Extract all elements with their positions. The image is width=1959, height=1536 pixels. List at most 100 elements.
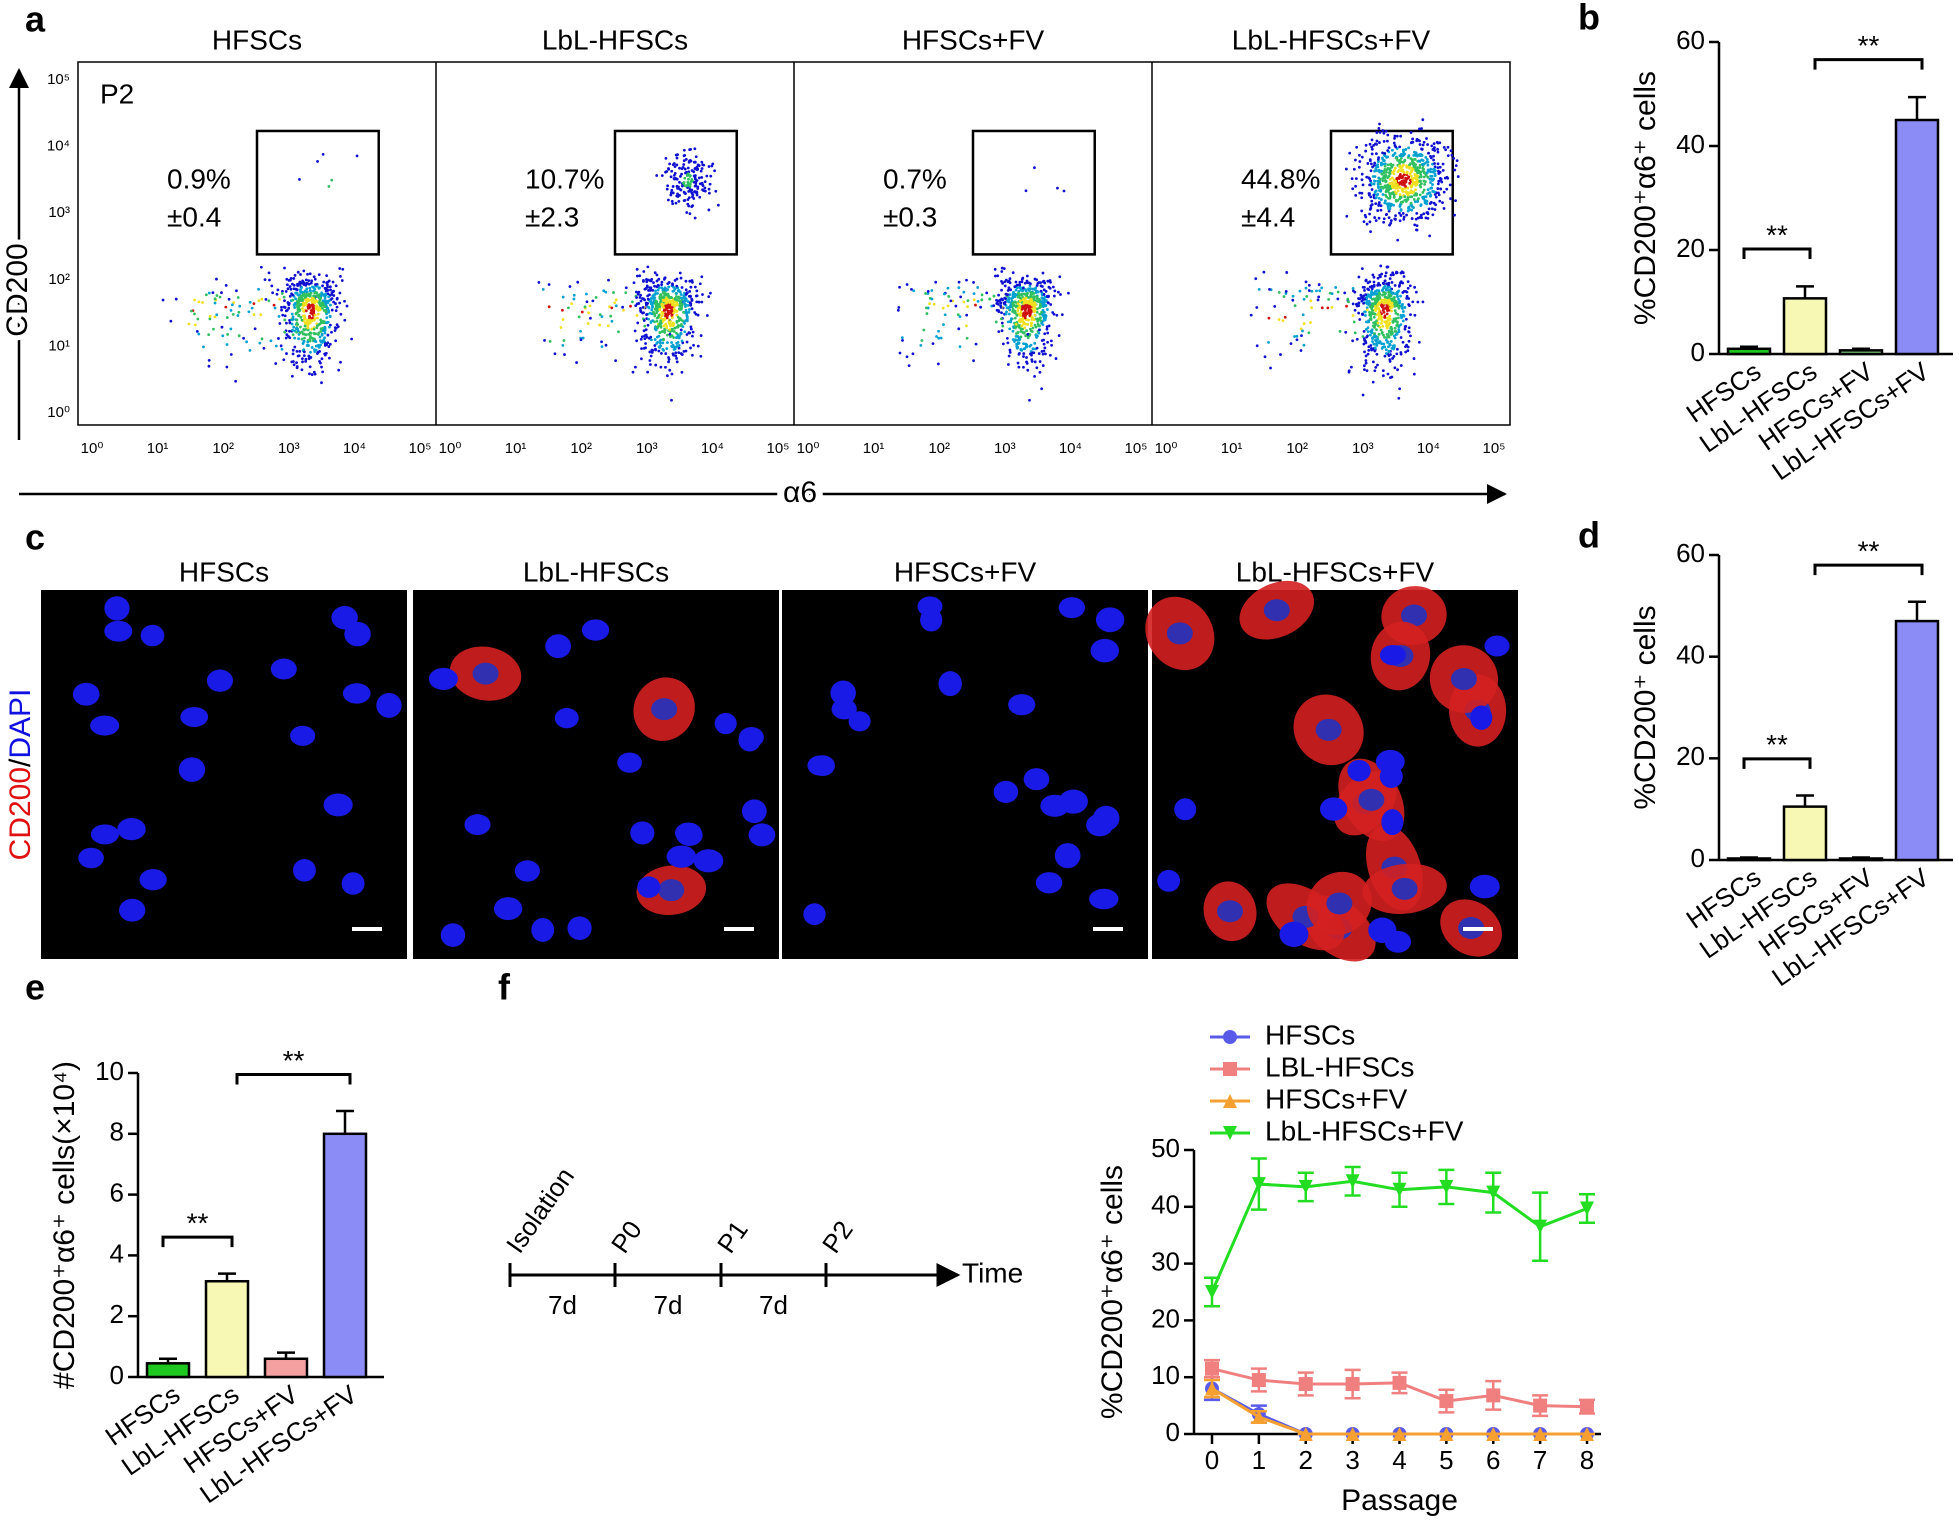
nucleus <box>1470 705 1493 730</box>
event-dot <box>1354 302 1358 306</box>
event-dot <box>682 181 685 185</box>
event-dot <box>1029 321 1033 325</box>
time-end: Time <box>962 1257 1023 1288</box>
event-dot <box>1392 354 1396 358</box>
event-dot <box>303 324 307 328</box>
event-dot <box>1418 163 1422 167</box>
event-dot <box>1377 317 1380 321</box>
event-dot <box>946 286 950 290</box>
event-dot <box>288 294 292 298</box>
event-dot <box>1436 187 1440 190</box>
event-dot <box>283 299 286 303</box>
event-dot <box>635 296 638 299</box>
event-dot <box>1449 149 1453 153</box>
event-dot <box>1042 349 1046 353</box>
event-dot <box>245 340 248 344</box>
event-dot <box>318 350 322 353</box>
event-dot <box>644 333 648 337</box>
event-dot <box>687 294 691 298</box>
event-dot <box>316 160 319 163</box>
event-dot <box>1016 309 1020 313</box>
event-dot <box>314 307 318 311</box>
event-dot <box>646 305 650 309</box>
event-dot <box>1362 364 1366 368</box>
marker <box>1533 1219 1548 1234</box>
event-dot <box>1426 143 1429 146</box>
event-dot <box>707 187 711 191</box>
event-dot <box>665 187 669 191</box>
event-dot <box>284 336 288 340</box>
event-dot <box>700 300 704 304</box>
event-dot <box>303 336 306 340</box>
plot-title: LbL-HFSCs+FV <box>1232 24 1431 55</box>
event-dot <box>221 334 225 338</box>
event-dot <box>1389 326 1393 330</box>
event-dot <box>1370 203 1374 206</box>
event-dot <box>1049 303 1053 306</box>
bar <box>145 1362 191 1379</box>
event-dot <box>1022 301 1026 305</box>
event-dot <box>585 300 589 304</box>
event-dot <box>581 336 585 340</box>
event-dot <box>681 184 684 188</box>
event-dot <box>664 312 667 316</box>
event-dot <box>204 293 208 297</box>
event-dot <box>1421 191 1425 194</box>
time-point: P0 <box>605 1215 648 1258</box>
event-dot <box>273 306 277 310</box>
event-dot <box>1393 295 1396 299</box>
y-tick-label: 30 <box>1151 1246 1180 1276</box>
event-dot <box>1024 314 1027 317</box>
event-dot <box>1364 293 1368 297</box>
event-dot <box>302 332 305 336</box>
nucleus <box>630 821 655 845</box>
event-dot <box>1353 331 1357 335</box>
event-dot <box>1021 276 1025 280</box>
event-dot <box>1062 189 1066 193</box>
event-dot <box>296 284 300 288</box>
event-dot <box>900 336 904 340</box>
event-dot <box>1395 293 1399 296</box>
event-dot <box>1020 324 1024 328</box>
event-dot <box>1432 142 1436 146</box>
event-dot <box>1375 142 1378 146</box>
event-dot <box>1028 305 1032 309</box>
event-dot <box>951 299 955 303</box>
event-dot <box>570 302 573 306</box>
event-dot <box>1038 306 1042 310</box>
event-dot <box>1419 204 1423 208</box>
event-dot <box>1376 363 1379 367</box>
event-dot <box>700 160 704 164</box>
event-dot <box>1383 164 1387 168</box>
event-dot <box>1369 206 1373 210</box>
x-axis-title: α6 <box>783 476 817 509</box>
event-dot <box>1389 340 1393 343</box>
event-dot <box>1351 302 1355 306</box>
event-dot <box>1397 305 1401 308</box>
event-dot <box>683 322 686 325</box>
event-dot <box>329 288 332 292</box>
event-dot <box>1033 374 1036 378</box>
event-dot <box>307 332 311 336</box>
event-dot <box>193 312 196 316</box>
event-dot <box>1373 169 1377 173</box>
event-dot <box>1387 301 1391 305</box>
event-dot <box>307 298 310 302</box>
event-dot <box>947 295 951 298</box>
event-dot <box>1383 316 1387 319</box>
event-dot <box>1360 209 1364 213</box>
event-dot <box>567 306 570 310</box>
event-dot <box>661 287 665 291</box>
bar <box>1726 857 1772 862</box>
event-dot <box>338 267 342 270</box>
event-dot <box>1367 320 1371 324</box>
event-dot <box>1025 301 1028 305</box>
event-dot <box>340 279 344 282</box>
event-dot <box>1032 292 1036 295</box>
event-dot <box>1396 238 1400 242</box>
event-dot <box>292 363 296 367</box>
event-dot <box>308 272 312 276</box>
event-dot <box>311 316 314 320</box>
nucleus <box>1279 921 1309 947</box>
event-dot <box>1408 208 1412 212</box>
